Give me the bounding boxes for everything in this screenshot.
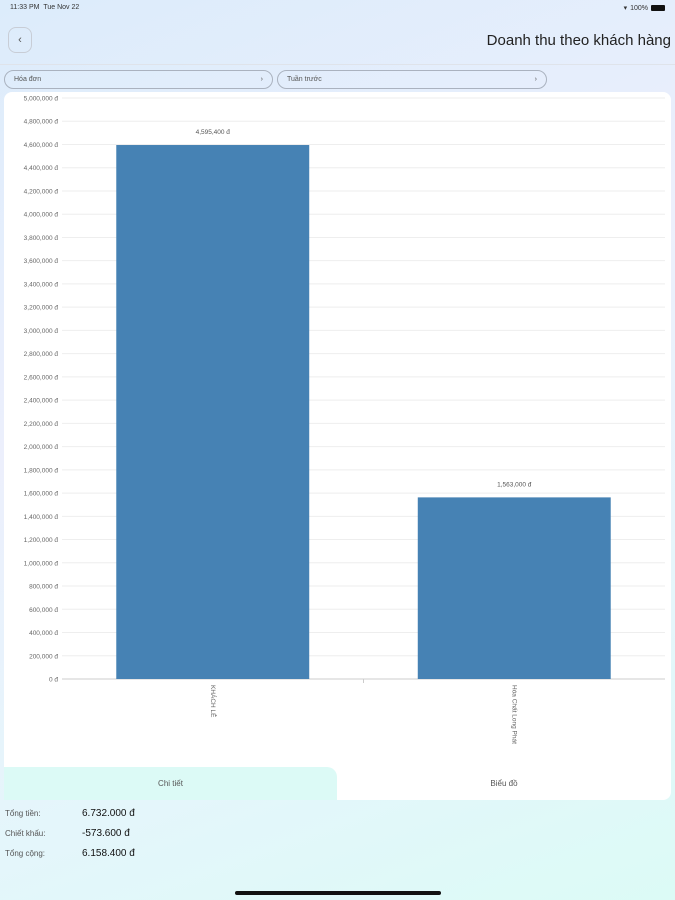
y-tick-label: 3,600,000 đ xyxy=(24,258,59,265)
y-tick-label: 4,400,000 đ xyxy=(24,165,59,172)
y-tick-label: 2,600,000 đ xyxy=(24,374,59,381)
summary-grand-label: Tổng cộng: xyxy=(5,849,46,858)
invoice-type-select[interactable]: Hóa đơn › xyxy=(4,70,273,89)
y-tick-label: 600,000 đ xyxy=(29,607,58,614)
y-tick-label: 3,400,000 đ xyxy=(24,281,59,288)
y-tick-label: 1,200,000 đ xyxy=(24,537,59,544)
x-tick-label: KHÁCH LẺ xyxy=(209,685,218,718)
y-tick-label: 800,000 đ xyxy=(29,584,58,591)
data-label: 4,595,400 đ xyxy=(196,129,231,136)
y-tick-label: 0 đ xyxy=(49,677,58,684)
y-tick-label: 2,800,000 đ xyxy=(24,351,59,358)
y-tick-label: 2,200,000 đ xyxy=(24,421,59,428)
summary-discount-label: Chiết khấu: xyxy=(5,829,46,838)
status-time: 11:33 PM Tue Nov 22 xyxy=(10,4,80,11)
y-tick-label: 3,000,000 đ xyxy=(24,328,59,335)
summary-discount-value: -573.600 đ xyxy=(82,828,130,839)
summary-total-value: 6.732.000 đ xyxy=(82,808,135,819)
tab-chart[interactable]: Biểu đồ xyxy=(490,779,518,788)
chevron-right-icon: › xyxy=(534,76,537,83)
chart-card xyxy=(4,92,671,800)
battery-icon xyxy=(651,5,665,11)
status-right: ▾ 100% xyxy=(624,4,665,12)
summary-total-label: Tổng tiền: xyxy=(5,809,41,818)
page-title: Doanh thu theo khách hàng xyxy=(486,32,671,49)
bar-chart: 0 đ 200,000 đ 400,000 đ 600,000 đ 800,000 đ 1… xyxy=(24,96,665,744)
y-tick-label: 2,000,000 đ xyxy=(24,444,59,451)
y-tick-label: 2,400,000 đ xyxy=(24,398,59,405)
y-tick-label: 200,000 đ xyxy=(29,653,58,660)
bar xyxy=(417,497,611,679)
x-tick-label: Hóa Chất Long Phát xyxy=(510,685,519,744)
back-button[interactable]: ‹ xyxy=(8,27,32,53)
y-tick-label: 4,000,000 đ xyxy=(24,212,59,219)
y-tick-label: 1,000,000 đ xyxy=(24,560,59,567)
y-tick-label: 1,800,000 đ xyxy=(24,467,59,474)
divider xyxy=(0,64,675,65)
y-tick-label: 4,200,000 đ xyxy=(24,188,59,195)
data-label: 1,563,000 đ xyxy=(497,481,532,488)
y-tick-label: 3,200,000 đ xyxy=(24,305,59,312)
y-tick-label: 1,400,000 đ xyxy=(24,514,59,521)
chevron-left-icon: ‹ xyxy=(18,34,22,46)
wifi-icon: ▾ xyxy=(623,5,628,12)
tab-detail[interactable]: Chi tiết xyxy=(4,767,337,800)
y-tick-label: 3,800,000 đ xyxy=(24,235,59,242)
bar xyxy=(116,145,310,679)
chevron-right-icon: › xyxy=(260,76,263,83)
home-indicator xyxy=(235,891,441,895)
y-tick-label: 5,000,000 đ xyxy=(24,96,59,103)
y-tick-label: 4,600,000 đ xyxy=(24,142,59,149)
y-tick-label: 400,000 đ xyxy=(29,630,58,637)
y-tick-label: 1,600,000 đ xyxy=(24,491,59,498)
summary-grand-value: 6.158.400 đ xyxy=(82,848,135,859)
period-select[interactable]: Tuần trước › xyxy=(277,70,547,89)
y-tick-label: 4,800,000 đ xyxy=(24,119,59,126)
